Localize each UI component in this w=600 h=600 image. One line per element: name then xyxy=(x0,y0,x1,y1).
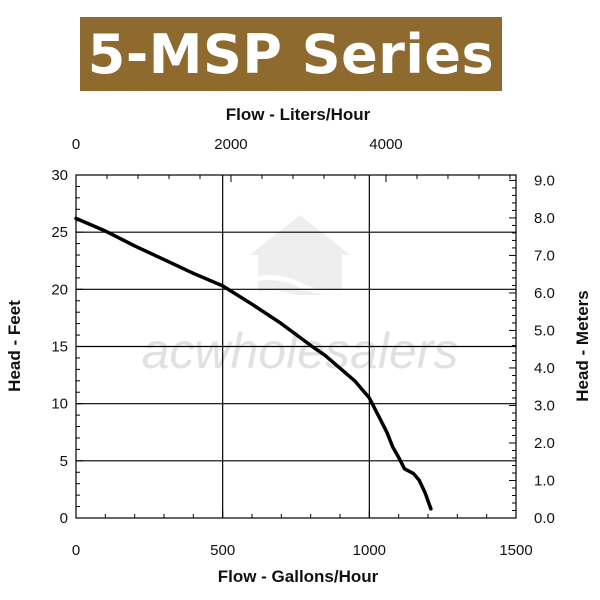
y2-tick-label: 3.0 xyxy=(534,397,555,414)
x-axis-title: Flow - Gallons/Hour xyxy=(218,567,379,586)
y2-tick-label: 9.0 xyxy=(534,172,555,189)
x2-tick-label: 4000 xyxy=(369,136,402,153)
x2-axis-title: Flow - Liters/Hour xyxy=(226,105,371,124)
x-tick-label: 500 xyxy=(210,542,235,559)
x-tick-label: 1000 xyxy=(353,542,386,559)
series-title-banner: 5-MSP Series xyxy=(80,17,502,91)
y2-tick-label: 6.0 xyxy=(534,285,555,302)
y2-tick-label: 5.0 xyxy=(534,322,555,339)
y-axis-title: Head - Feet xyxy=(5,300,24,392)
y-tick-label: 0 xyxy=(60,510,68,527)
watermark-logo-icon xyxy=(238,215,362,310)
y2-axis-title: Head - Meters xyxy=(573,290,592,401)
grid xyxy=(76,175,516,518)
y-tick-label: 30 xyxy=(51,167,68,184)
y2-tick-label: 7.0 xyxy=(534,247,555,264)
y2-tick-label: 0.0 xyxy=(534,510,555,527)
y2-tick-label: 2.0 xyxy=(534,435,555,452)
y2-tick-label: 4.0 xyxy=(534,360,555,377)
y2-tick-label: 8.0 xyxy=(534,210,555,227)
x2-tick-label: 0 xyxy=(72,136,80,153)
x2-tick-label: 2000 xyxy=(214,136,247,153)
y-tick-label: 25 xyxy=(51,224,68,241)
head-flow-curve xyxy=(74,216,433,511)
tick-labels: 0 500 1000 1500 0 2000 4000 0 5 10 15 20 25 30 0.0 1.0 2… xyxy=(51,136,555,559)
y-tick-label: 10 xyxy=(51,396,68,413)
watermark: acwholesalers xyxy=(142,215,459,379)
tick-marks xyxy=(75,174,517,519)
series-title: 5-MSP Series xyxy=(87,22,495,86)
watermark-text: acwholesalers xyxy=(142,323,459,379)
y-tick-label: 5 xyxy=(60,453,68,470)
y2-tick-label: 1.0 xyxy=(534,472,555,489)
y-tick-label: 15 xyxy=(51,339,68,356)
series-layer xyxy=(74,216,433,511)
x-tick-label: 1500 xyxy=(499,542,532,559)
y-tick-label: 20 xyxy=(51,281,68,298)
x-tick-label: 0 xyxy=(72,542,80,559)
